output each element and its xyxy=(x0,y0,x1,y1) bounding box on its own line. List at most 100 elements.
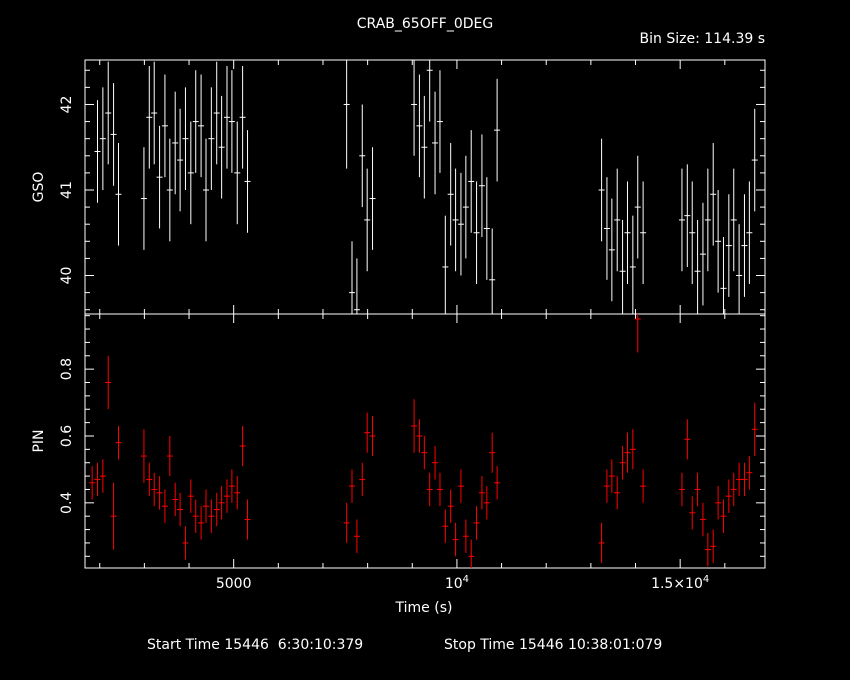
gso-panel: 40 41 42 GSO xyxy=(31,59,766,315)
data-point xyxy=(348,469,355,503)
data-point xyxy=(432,91,439,195)
data-point xyxy=(436,472,443,507)
y-tick-label: 41 xyxy=(59,181,75,199)
data-point xyxy=(244,130,251,233)
start-time-label: Start Time 15446 6:30:10:379 xyxy=(147,637,364,653)
data-point xyxy=(473,181,480,285)
data-point xyxy=(110,482,117,550)
bin-size-label: Bin Size: 114.39 s xyxy=(639,31,765,47)
data-point xyxy=(689,181,696,285)
data-point xyxy=(746,456,753,490)
pin-panel: 0.4 0.6 0.8 PIN 5000 104 1.5×104 Time (s) xyxy=(31,313,766,616)
data-point xyxy=(603,177,610,280)
data-point xyxy=(198,506,205,540)
data-point xyxy=(608,459,615,493)
data-point xyxy=(223,65,230,169)
data-point xyxy=(468,539,475,568)
data-point xyxy=(608,198,615,302)
data-point xyxy=(192,499,199,533)
data-point xyxy=(715,486,722,520)
data-point xyxy=(187,121,194,225)
data-point xyxy=(202,138,209,242)
data-point xyxy=(751,402,758,457)
data-point xyxy=(99,87,106,190)
data-point xyxy=(634,155,641,259)
data-point xyxy=(684,164,691,267)
data-point xyxy=(359,104,366,208)
data-point xyxy=(447,142,454,246)
data-point xyxy=(629,429,636,470)
data-point xyxy=(99,459,106,493)
data-point xyxy=(603,469,610,503)
data-point xyxy=(640,181,647,285)
data-point xyxy=(457,469,464,503)
data-point xyxy=(699,502,706,537)
data-point xyxy=(172,482,179,517)
data-point xyxy=(452,168,459,272)
data-point xyxy=(598,522,605,563)
y-axis-label: PIN xyxy=(31,429,47,452)
plot-frame xyxy=(84,313,766,569)
data-point xyxy=(730,168,737,272)
data-point xyxy=(140,147,147,250)
data-point xyxy=(146,462,153,497)
data-point xyxy=(369,147,376,250)
data-point xyxy=(629,215,636,314)
data-point xyxy=(187,479,194,513)
data-point xyxy=(432,446,439,480)
x-tick-label: 5000 xyxy=(216,576,252,592)
data-point xyxy=(746,181,753,285)
y-tick-label: 0.4 xyxy=(59,492,75,514)
data-point xyxy=(359,462,366,497)
data-point xyxy=(369,415,376,457)
data-point xyxy=(452,522,459,557)
data-point xyxy=(694,472,701,507)
data-point xyxy=(182,526,189,560)
data-point xyxy=(156,476,163,510)
data-point xyxy=(730,472,737,507)
data-point xyxy=(192,70,199,173)
data-point xyxy=(94,462,101,497)
data-point xyxy=(624,432,631,473)
data-point xyxy=(182,87,189,190)
data-point xyxy=(115,142,122,246)
data-point xyxy=(110,83,117,186)
data-point xyxy=(436,70,443,173)
data-point xyxy=(161,489,168,523)
data-point xyxy=(239,425,246,467)
data-point xyxy=(421,435,428,470)
data-point xyxy=(725,194,732,297)
data-point xyxy=(489,228,496,314)
data-point xyxy=(166,435,173,477)
data-point xyxy=(478,476,485,510)
data-point xyxy=(94,100,101,203)
data-point xyxy=(720,237,727,314)
data-point xyxy=(105,61,112,165)
data-point xyxy=(228,70,235,173)
data-point xyxy=(462,519,469,553)
data-point xyxy=(483,177,490,280)
data-point xyxy=(213,492,220,527)
data-point xyxy=(619,219,626,314)
x-tick-label: 104 xyxy=(445,574,469,592)
x-tick-label: 1.5×104 xyxy=(651,574,709,592)
y-tick-label: 42 xyxy=(59,96,75,114)
data-point xyxy=(416,419,423,453)
data-points xyxy=(94,60,758,314)
data-point xyxy=(411,60,418,156)
data-point xyxy=(343,60,350,169)
data-point xyxy=(699,202,706,306)
data-point xyxy=(198,74,205,178)
data-point xyxy=(473,506,480,540)
data-point xyxy=(684,419,691,460)
data-point xyxy=(614,476,621,510)
plot-frame xyxy=(84,59,766,315)
y-axis-label: GSO xyxy=(31,172,47,203)
data-point xyxy=(213,61,220,165)
data-point xyxy=(218,486,225,520)
data-point xyxy=(151,61,158,165)
data-point xyxy=(364,412,371,453)
data-point xyxy=(202,489,209,523)
data-point xyxy=(442,215,449,314)
